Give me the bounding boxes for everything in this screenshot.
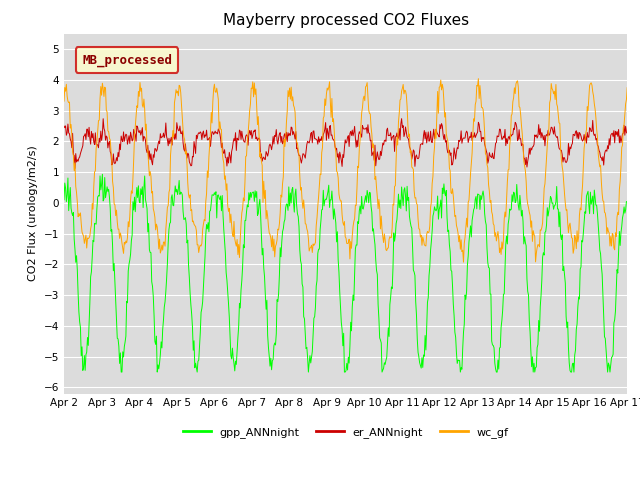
Y-axis label: CO2 Flux (urology/m2/s): CO2 Flux (urology/m2/s) — [28, 146, 38, 281]
Title: Mayberry processed CO2 Fluxes: Mayberry processed CO2 Fluxes — [223, 13, 468, 28]
Legend: gpp_ANNnight, er_ANNnight, wc_gf: gpp_ANNnight, er_ANNnight, wc_gf — [179, 422, 513, 442]
